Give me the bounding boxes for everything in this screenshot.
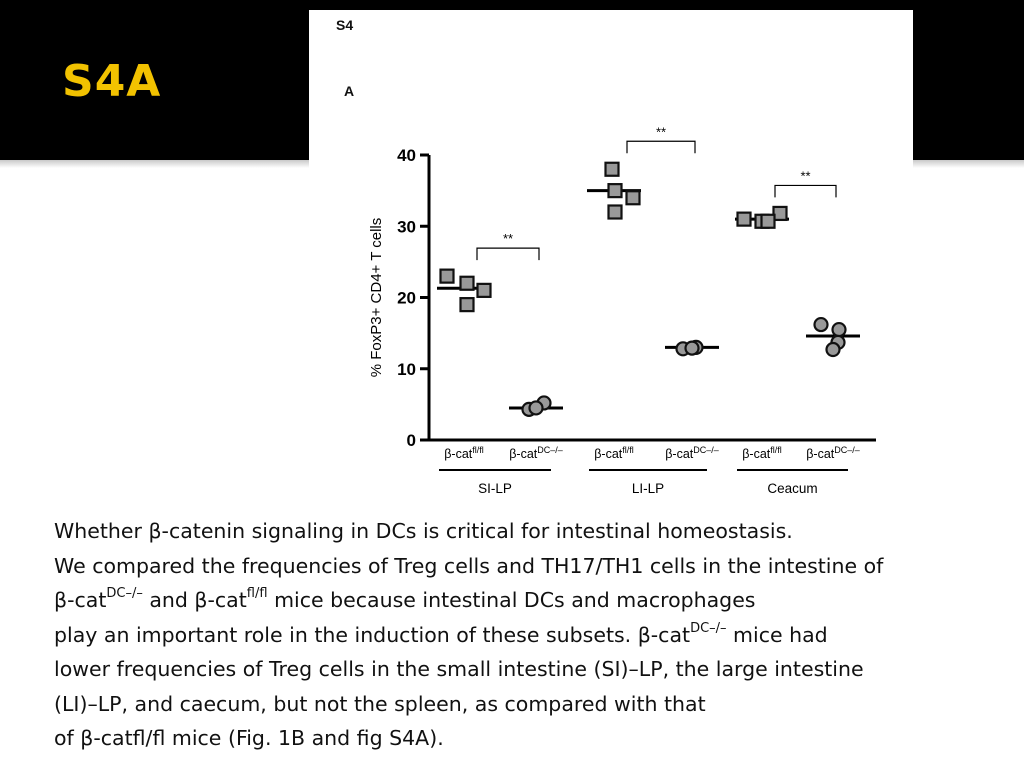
x-tick-label: β-catDC–/– — [806, 445, 860, 461]
superscript: DC–/– — [690, 620, 727, 636]
data-point — [607, 204, 623, 220]
data-point — [607, 183, 623, 199]
data-point — [476, 282, 492, 298]
superscript: DC–/– — [106, 586, 143, 602]
text-fragment: play an important role in the induction … — [54, 622, 691, 647]
group-label: SI-LP — [478, 481, 512, 496]
slide-title: S4A — [62, 56, 162, 107]
x-tick-label: β-catDC–/– — [509, 445, 563, 461]
data-point — [684, 340, 700, 356]
significance-label: ** — [656, 124, 666, 139]
x-tick-label: β-catDC–/– — [665, 445, 719, 461]
text-fragment: mice had — [726, 622, 828, 647]
scatter-chart: S4 A 0 10 20 30 40 % FoxP3+ CD4+ T cells β-cat… — [336, 17, 876, 496]
text-line-6: (LI)–LP, and caecum, but not the spleen,… — [54, 691, 706, 716]
figure-label: S4 — [336, 17, 353, 33]
y-axis-label: % FoxP3+ CD4+ T cells — [368, 218, 385, 378]
data-point — [813, 316, 829, 333]
group-label: LI-LP — [632, 481, 664, 496]
panel-label: A — [344, 83, 354, 99]
data-point — [625, 190, 641, 206]
text-line-3: β-catDC–/– and β-catfl/fl mice because i… — [54, 583, 1004, 618]
significance-bracket — [626, 140, 696, 154]
text-fragment: mice because intestinal DCs and macropha… — [267, 588, 756, 612]
data-point — [439, 268, 455, 284]
significance-bracket — [476, 247, 540, 261]
text-line-4: play an important role in the induction … — [54, 618, 1004, 653]
significance-label: ** — [503, 231, 513, 246]
data-point — [772, 205, 788, 222]
data-point — [459, 297, 475, 313]
data-point — [528, 400, 544, 416]
x-tick-label: β-catfl/fl — [742, 445, 782, 461]
text-fragment: and β-cat — [142, 588, 247, 612]
y-tick-label: 20 — [397, 289, 416, 308]
y-tick-label: 10 — [397, 360, 416, 379]
group-label: Ceacum — [767, 481, 817, 496]
data-point — [760, 213, 776, 229]
body-text: Whether β-catenin signaling in DCs is cr… — [54, 514, 1004, 756]
text-line-2: We compared the frequencies of Treg cell… — [54, 553, 884, 578]
figure-panel: S4 A 0 10 20 30 40 % FoxP3+ CD4+ T cells β-cat… — [309, 10, 913, 500]
data-point — [825, 341, 841, 358]
data-point — [831, 321, 847, 338]
text-fragment: β-cat — [54, 588, 107, 612]
data-point — [459, 275, 475, 291]
text-line-7: of β-catfl/fl mice (Fig. 1B and fig S4A)… — [54, 726, 444, 750]
y-tick-label: 30 — [397, 217, 416, 236]
y-tick-label: 40 — [397, 146, 416, 165]
superscript: fl/fl — [246, 586, 268, 602]
significance-bracket — [774, 184, 837, 198]
x-tick-label: β-catfl/fl — [594, 445, 634, 461]
y-tick-label: 0 — [407, 431, 416, 450]
text-line-1: Whether β-catenin signaling in DCs is cr… — [54, 519, 793, 543]
significance-label: ** — [800, 168, 810, 183]
data-point — [736, 211, 752, 227]
x-tick-label: β-catfl/fl — [444, 445, 484, 461]
text-line-5: lower frequencies of Treg cells in the s… — [54, 657, 864, 681]
data-point — [604, 161, 620, 177]
